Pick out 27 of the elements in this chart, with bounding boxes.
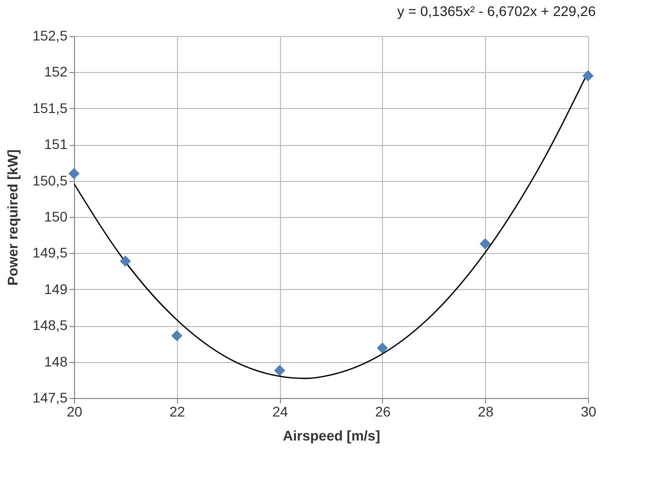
y-tick-label: 147,5 bbox=[32, 390, 68, 406]
x-tick-label: 24 bbox=[272, 404, 288, 420]
y-tick-label: 149 bbox=[44, 280, 68, 297]
x-tick-label: 30 bbox=[580, 404, 596, 420]
point bbox=[120, 256, 131, 267]
point bbox=[68, 168, 80, 180]
point bbox=[582, 70, 594, 82]
y-tick-label: 151,5 bbox=[32, 100, 68, 116]
y-axis-title: Power required [kW] bbox=[4, 149, 20, 286]
y-tick-label: 148,5 bbox=[32, 317, 68, 334]
point bbox=[480, 238, 491, 250]
y-tick-label: 149,5 bbox=[32, 244, 68, 261]
y-tick-label: 151 bbox=[44, 136, 68, 152]
x-tick-label: 28 bbox=[478, 404, 494, 420]
point bbox=[171, 330, 182, 342]
y-tick-label: 150,5 bbox=[32, 172, 68, 188]
point bbox=[376, 342, 388, 354]
x-tick-label: 20 bbox=[66, 404, 82, 420]
y-tick-label: 150 bbox=[44, 208, 68, 224]
y-tick-label: 152,5 bbox=[32, 28, 68, 44]
x-tick-label: 26 bbox=[375, 404, 391, 420]
x-axis-title: Airspeed [m/s] bbox=[282, 428, 380, 444]
text: y = 0,1365x² - 6,6702x + 229,26 bbox=[397, 3, 596, 19]
x-tick-label: 22 bbox=[170, 404, 186, 420]
point bbox=[274, 364, 286, 376]
y-tick-label: 148 bbox=[44, 353, 68, 370]
y-tick-label: 152 bbox=[44, 64, 68, 80]
